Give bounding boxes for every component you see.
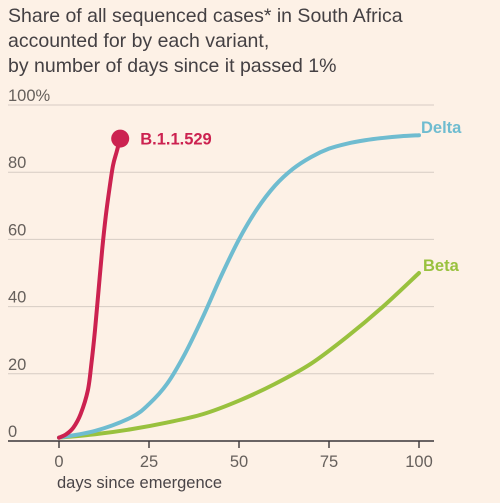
chart-title-line-1: Share of all sequenced cases* in South A…: [8, 5, 403, 27]
series-line-delta: [57, 133, 421, 440]
series-end-marker-b-1-1-529: [111, 129, 130, 148]
x-tick-label-0: 0: [54, 453, 63, 471]
series-line-beta: [57, 271, 421, 440]
series-label-b-1-1-529: B.1.1.529: [140, 131, 212, 149]
x-axis-title: days since emergence: [57, 474, 222, 492]
x-tick-label-75: 75: [320, 453, 338, 471]
y-tick-label-60: 60: [8, 221, 26, 239]
series-labels: Beta Delta B.1.1.529: [140, 119, 462, 275]
x-tick-label-100: 100: [405, 453, 433, 471]
y-tick-label-20: 20: [8, 356, 26, 374]
y-axis-tick-labels: 0 20 40 60 80 100%: [8, 87, 51, 441]
series-lines: [57, 129, 421, 440]
y-tick-label-80: 80: [8, 154, 26, 172]
series-label-delta: Delta: [421, 119, 462, 137]
x-tick-label-50: 50: [230, 453, 248, 471]
gridlines: [8, 104, 434, 448]
chart-title-line-3: by number of days since it passed 1%: [8, 55, 337, 77]
y-tick-label-100: 100%: [8, 87, 51, 105]
series-line-b-1-1-529: [57, 136, 123, 440]
chart-title: Share of all sequenced cases* in South A…: [8, 4, 492, 79]
x-axis-tick-labels: 0 25 50 75 100: [54, 453, 432, 471]
chart-title-line-2: accounted for by each variant,: [8, 30, 270, 52]
series-label-beta: Beta: [423, 257, 460, 275]
y-tick-label-0: 0: [8, 423, 17, 441]
x-tick-label-25: 25: [140, 453, 158, 471]
y-tick-label-40: 40: [8, 289, 26, 307]
